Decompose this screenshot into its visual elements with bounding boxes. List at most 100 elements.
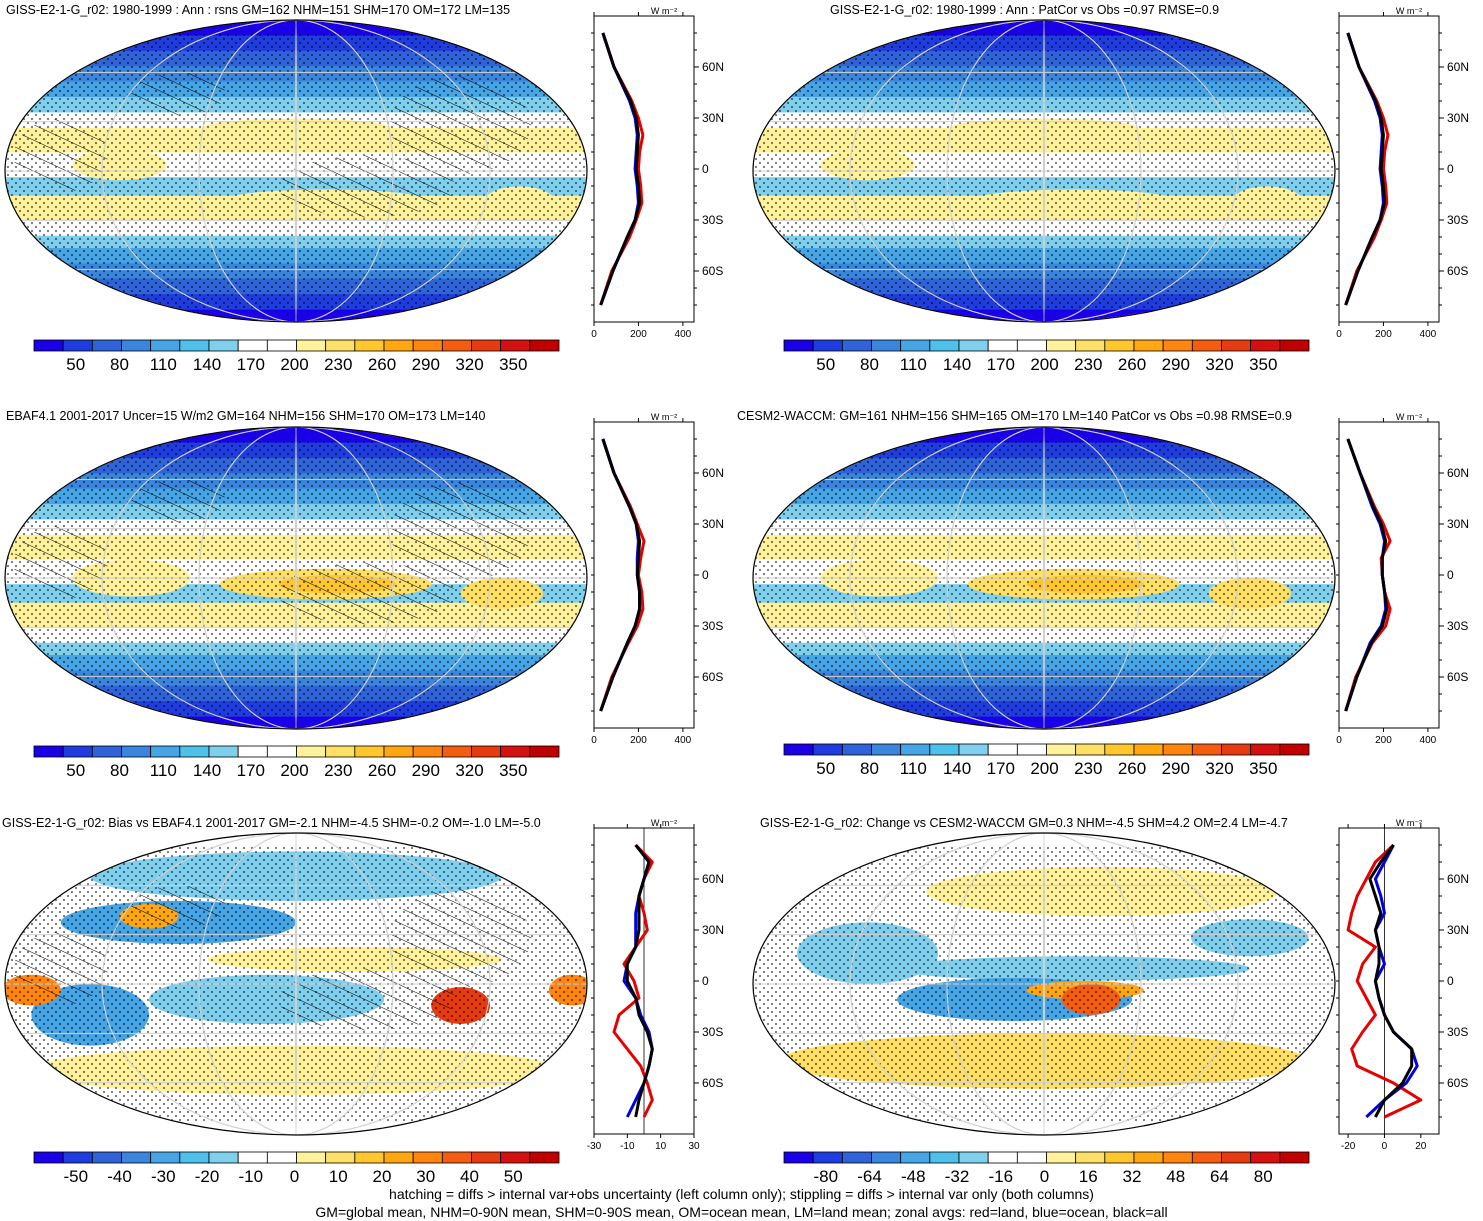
profile-unit-p3: W m⁻² [651, 412, 677, 422]
colorbar-label-p5: -20 [195, 1167, 220, 1186]
profile-unit-p5: W m⁻² [651, 818, 677, 828]
profile-xtick-p6: 0 [1382, 1141, 1388, 1152]
profile-line-all-p3 [599, 438, 642, 712]
colorbar-swatch [1016, 743, 1047, 756]
colorbar-label-p6: 16 [1079, 1167, 1098, 1186]
colorbar-swatch [1046, 339, 1077, 352]
colorbar-label-p4: 290 [1162, 759, 1190, 778]
colorbar-swatch [1162, 743, 1193, 756]
map-outline-p3 [4, 426, 588, 730]
colorbar-label-p6: 0 [1040, 1167, 1049, 1186]
colorbar-label-p5: 40 [460, 1167, 479, 1186]
colorbar-swatch [1075, 743, 1106, 756]
colorbar-swatch [1250, 743, 1281, 756]
colorbar-swatch [208, 339, 239, 352]
lat-label-p1: 30S [702, 213, 723, 227]
panel-title-p3: EBAF4.1 2001-2017 Uncer=15 W/m2 GM=164 N… [6, 409, 486, 423]
colorbar-swatch [237, 745, 268, 758]
colorbar-swatch [1191, 743, 1222, 756]
colorbar-swatch [500, 745, 531, 758]
colorbar-label-p4: 50 [816, 759, 835, 778]
colorbar-swatch [1075, 339, 1106, 352]
colorbar-label-p6: -32 [945, 1167, 970, 1186]
profile-line-all-p2 [1344, 32, 1387, 306]
lat-label-p1: 30N [702, 111, 724, 125]
zonal-profile-p2: W m⁻² 60N 30N 0 30S 60S 0 200 400 [1336, 6, 1469, 340]
lat-label-p1: 60S [702, 264, 723, 278]
colorbar-label-p1: 110 [150, 355, 177, 374]
colorbar-label-p2: 80 [860, 355, 879, 374]
colorbar-swatch [529, 1151, 560, 1164]
colorbar-swatch [412, 745, 443, 758]
footer-note-hatching: hatching = diffs > internal var+obs unce… [389, 1186, 1094, 1202]
colorbar-swatch [1075, 1151, 1106, 1164]
colorbar-label-p1: 290 [412, 355, 440, 374]
colorbar-p3: 50 80 110 140 170 200 230 260 290 320 350 [33, 745, 560, 780]
colorbar-swatch [929, 743, 960, 756]
colorbar-swatch [121, 339, 152, 352]
lat-label-p2: 60S [1447, 264, 1468, 278]
colorbar-label-p3: 170 [237, 761, 265, 780]
colorbar-swatch [1279, 1151, 1310, 1164]
colorbar-swatch [412, 1151, 443, 1164]
colorbar-swatch [1162, 339, 1193, 352]
profile-line-all-p5 [625, 844, 654, 1118]
colorbar-label-p4: 140 [943, 759, 971, 778]
map-outline-p4 [752, 426, 1336, 730]
profile-unit-p4: W m⁻² [1396, 412, 1422, 422]
colorbar-swatch [529, 339, 560, 352]
lat-label-p4: 30N [1447, 517, 1469, 531]
colorbar-label-p1: 350 [499, 355, 527, 374]
lat-label-p1: 0 [702, 162, 709, 176]
colorbar-swatch [1279, 743, 1310, 756]
colorbar-swatch [987, 339, 1018, 352]
colorbar-label-p4: 350 [1249, 759, 1277, 778]
panel-title-p6: GISS-E2-1-G_r02: Change vs CESM2-WACCM G… [760, 816, 1288, 830]
colorbar-p2: 50 80 110 140 170 200 230 260 290 320 350 [783, 339, 1310, 374]
map-outline-p6 [752, 832, 1336, 1136]
colorbar-label-p3: 320 [455, 761, 483, 780]
colorbar-swatch [929, 339, 960, 352]
colorbar-swatch [500, 339, 531, 352]
profile-xtick-p4: 400 [1420, 735, 1437, 746]
profile-unit-p2: W m⁻² [1396, 6, 1422, 16]
colorbar-swatch [958, 743, 989, 756]
colorbar-swatch [783, 743, 814, 756]
profile-xtick-p5: -10 [620, 1141, 635, 1152]
colorbar-swatch [929, 1151, 960, 1164]
colorbar-label-p1: 140 [193, 355, 221, 374]
colorbar-swatch [121, 1151, 152, 1164]
colorbar-label-p4: 170 [987, 759, 1015, 778]
colorbar-label-p5: 20 [373, 1167, 392, 1186]
profile-xtick-p3: 0 [591, 735, 597, 746]
colorbar-swatch [1221, 339, 1252, 352]
panel-title-p4: CESM2-WACCM: GM=161 NHM=156 SHM=165 OM=1… [737, 409, 1292, 423]
colorbar-swatch [841, 743, 872, 756]
colorbar-swatch [266, 339, 297, 352]
colorbar-swatch [529, 745, 560, 758]
colorbar-swatch [958, 339, 989, 352]
colorbar-p4: 50 80 110 140 170 200 230 260 290 320 350 [783, 743, 1310, 778]
colorbar-label-p1: 50 [66, 355, 85, 374]
colorbar-swatch [1279, 339, 1310, 352]
colorbar-swatch [237, 339, 268, 352]
lat-label-p2: 30S [1447, 213, 1468, 227]
colorbar-label-p3: 140 [193, 761, 221, 780]
lat-label-p3: 0 [702, 568, 709, 582]
colorbar-swatch [1162, 1151, 1193, 1164]
colorbar-swatch [987, 743, 1018, 756]
colorbar-label-p2: 320 [1205, 355, 1233, 374]
profile-xtick-p6: 20 [1415, 1141, 1427, 1152]
colorbar-swatch [383, 745, 414, 758]
colorbar-swatch [1133, 743, 1164, 756]
colorbar-swatch [900, 339, 931, 352]
profile-xtick-p5: -30 [587, 1141, 602, 1152]
lat-label-p6: 60S [1447, 1076, 1468, 1090]
profile-line-land-p6 [1346, 843, 1423, 1119]
colorbar-label-p6: 80 [1254, 1167, 1273, 1186]
map-p6 [752, 832, 1336, 1136]
colorbar-label-p3: 80 [110, 761, 129, 780]
lat-label-p6: 30S [1447, 1025, 1468, 1039]
profile-xtick-p3: 400 [675, 735, 692, 746]
colorbar-swatch [1133, 339, 1164, 352]
